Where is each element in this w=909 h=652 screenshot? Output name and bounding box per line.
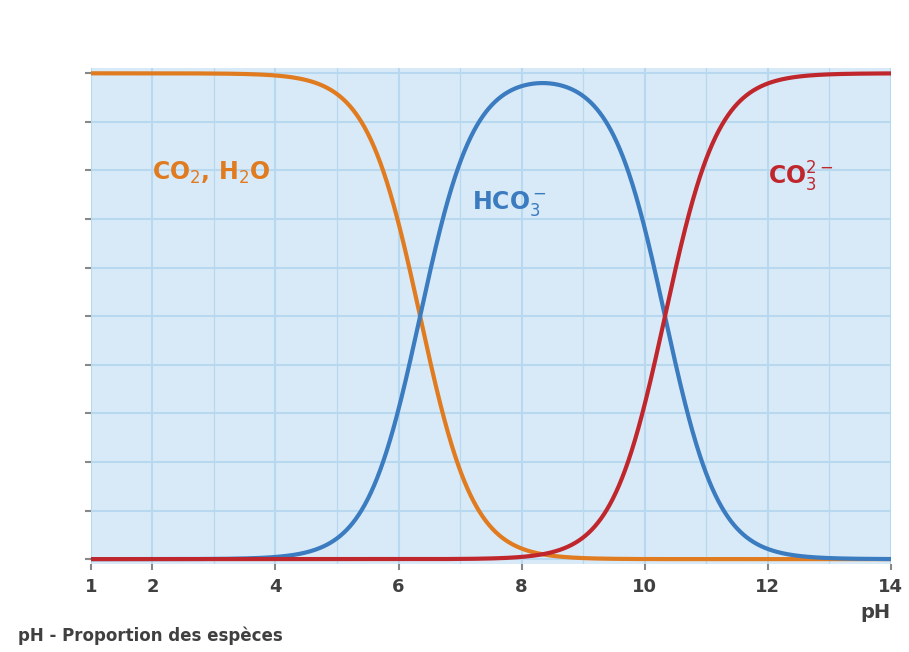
Text: pH - Proportion des espèces: pH - Proportion des espèces xyxy=(18,627,283,645)
Text: CO$_3^{2-}$: CO$_3^{2-}$ xyxy=(768,160,834,194)
Text: pH: pH xyxy=(861,603,891,623)
Text: HCO$_3^-$: HCO$_3^-$ xyxy=(473,189,547,218)
Text: Fraction / Proportion (%): Fraction / Proportion (%) xyxy=(18,20,406,48)
Text: CO$_2$, H$_2$O: CO$_2$, H$_2$O xyxy=(153,160,271,186)
